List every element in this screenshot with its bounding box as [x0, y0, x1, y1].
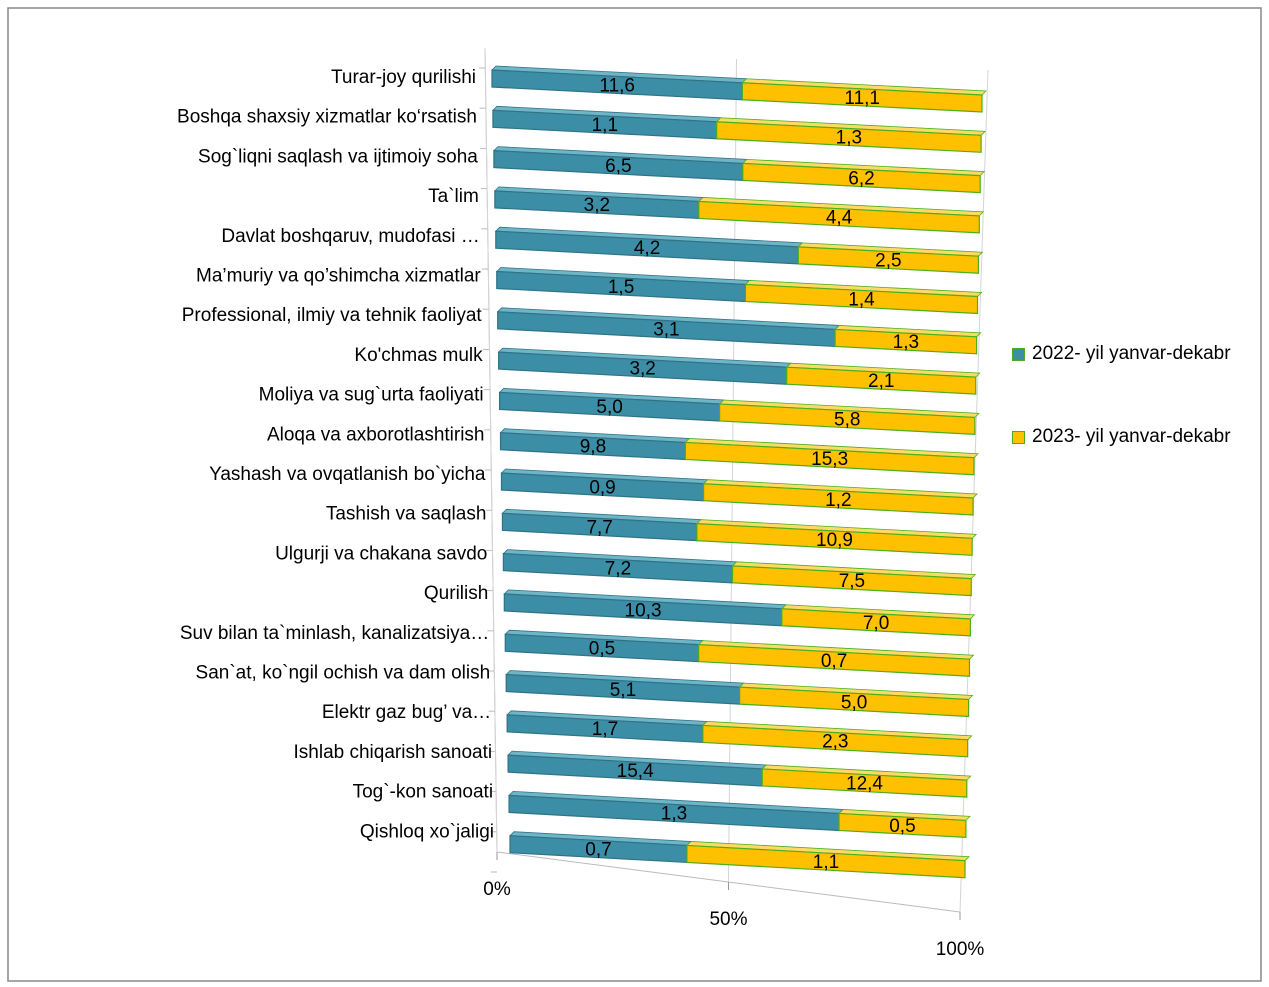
bar — [786, 366, 977, 395]
value-label: 12,4 — [846, 774, 883, 795]
value-label: 1,7 — [592, 719, 618, 740]
bar — [838, 812, 967, 839]
bar — [702, 724, 969, 758]
legend: 2022- yil yanvar-dekabr 2023- yil yanvar-… — [1012, 340, 1242, 506]
value-label: 7,7 — [586, 517, 612, 538]
grid-line — [728, 58, 737, 883]
value-label: 3,2 — [629, 359, 655, 380]
value-label: 1,4 — [848, 289, 875, 310]
value-label: 7,2 — [605, 559, 631, 580]
category-label: Sog`liqni saqlash va ijtimoiy soha — [198, 146, 478, 167]
bar — [698, 643, 971, 677]
x-tick-label: 0% — [483, 879, 511, 900]
value-label: 2,1 — [868, 371, 894, 392]
value-label: 3,2 — [584, 195, 610, 216]
value-label: 6,2 — [848, 169, 874, 190]
bar — [761, 768, 968, 798]
bar — [696, 523, 973, 556]
value-label: 4,4 — [826, 208, 853, 229]
category-label: Aloqa va axborotlashtirish — [267, 424, 485, 445]
category-label: Suv bilan ta`minlash, kanalizatsiya… — [180, 623, 489, 644]
value-label: 1,1 — [813, 852, 839, 873]
value-label: 3,1 — [653, 320, 679, 341]
value-label: 1,1 — [592, 115, 618, 136]
value-label: 15,3 — [811, 449, 848, 470]
value-label: 1,5 — [608, 277, 634, 298]
value-label: 6,5 — [605, 156, 631, 177]
bar — [702, 483, 974, 516]
value-label: 0,9 — [589, 477, 615, 498]
bar — [741, 82, 983, 113]
legend-item: 2023- yil yanvar-dekabr — [1012, 423, 1242, 450]
category-label: Ta`lim — [428, 186, 479, 207]
legend-label: 2023- yil yanvar-dekabr — [1032, 426, 1231, 447]
value-label: 11,6 — [599, 75, 635, 96]
legend-swatch — [1012, 431, 1025, 444]
category-label: Turar-joy qurilishi — [331, 67, 476, 88]
bar — [698, 200, 980, 234]
legend-label: 2022- yil yanvar-dekabr — [1032, 343, 1231, 364]
bar — [834, 328, 978, 355]
value-label: 0,7 — [821, 651, 847, 672]
category-label: Ko'chmas mulk — [354, 345, 483, 366]
bar — [731, 565, 972, 597]
x-tick-label: 50% — [709, 909, 747, 930]
category-label: Moliya va sug`urta faoliyati — [259, 385, 484, 406]
category-label: Ma’muriy va qo’shimcha xizmatlar — [196, 266, 481, 287]
value-label: 5,8 — [834, 410, 860, 431]
value-label: 5,0 — [596, 397, 622, 418]
legend-swatch — [1012, 348, 1025, 361]
bar — [742, 162, 981, 194]
grid-line — [484, 47, 498, 853]
value-label: 1,3 — [893, 332, 919, 353]
category-label: Davlat boshqaruv, mudofasi … — [221, 226, 479, 247]
bar — [684, 441, 975, 476]
value-label: 15,4 — [617, 761, 654, 782]
value-label: 7,0 — [863, 613, 889, 634]
value-label: 2,5 — [875, 251, 901, 272]
value-label: 1,3 — [661, 803, 687, 824]
value-label: 1,2 — [825, 490, 851, 511]
category-label: Elektr gaz bug’ va… — [322, 702, 491, 723]
bar — [719, 403, 976, 436]
bar — [797, 246, 980, 274]
value-label: 9,8 — [580, 437, 606, 458]
category-label: Tashish va saqlash — [326, 504, 487, 525]
bar — [716, 121, 982, 153]
value-label: 5,1 — [610, 680, 636, 701]
value-label: 10,3 — [625, 600, 662, 621]
bar — [744, 283, 979, 315]
value-label: 2,3 — [822, 732, 848, 753]
category-label: Yashash va ovqatlanish bo`yicha — [209, 464, 486, 485]
value-label: 1,3 — [836, 128, 862, 149]
category-label: Qurilish — [424, 583, 488, 604]
value-label: 0,5 — [889, 816, 915, 837]
grid-line — [959, 69, 989, 913]
value-label: 0,5 — [589, 638, 615, 659]
bar — [686, 844, 966, 879]
legend-item: 2022- yil yanvar-dekabr — [1012, 340, 1242, 367]
value-label: 4,2 — [634, 238, 660, 259]
bar — [781, 608, 971, 637]
category-label: Qishloq xo`jaligi — [360, 821, 494, 842]
x-tick-label: 100% — [936, 939, 985, 960]
value-label: 5,0 — [841, 692, 867, 713]
value-label: 0,7 — [585, 840, 611, 861]
value-label: 7,5 — [839, 571, 865, 592]
category-label: Ulgurji va chakana savdo — [275, 543, 487, 564]
bar — [739, 686, 970, 718]
category-label: San`at, ko`ngil ochish va dam olish — [196, 663, 491, 684]
category-label: Professional, ilmiy va tehnik faoliyat — [182, 305, 483, 326]
category-label: Tog`-kon sanoati — [353, 782, 493, 803]
category-label: Boshqa shaxsiy xizmatlar ko‘rsatish — [177, 107, 477, 128]
value-label: 10,9 — [816, 530, 853, 551]
category-label: Ishlab chiqarish sanoati — [294, 742, 493, 763]
value-label: 11,1 — [844, 88, 880, 109]
